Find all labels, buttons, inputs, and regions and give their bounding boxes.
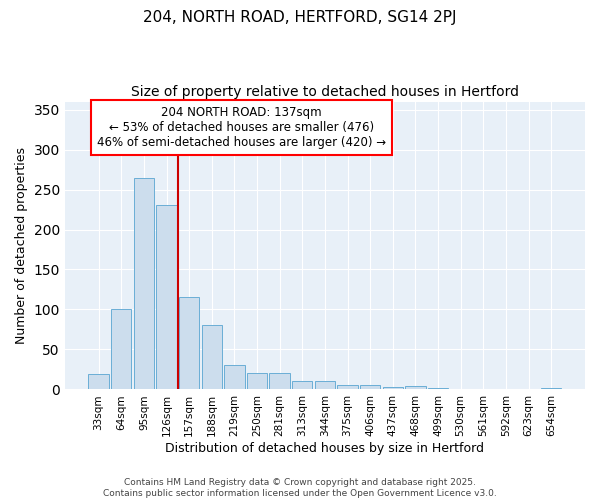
Bar — [157, 204, 176, 390]
Bar — [541, 388, 562, 390]
Y-axis label: Number of detached properties: Number of detached properties — [15, 147, 28, 344]
Bar — [111, 308, 131, 390]
Bar — [179, 296, 199, 390]
Bar — [292, 382, 313, 390]
Bar — [405, 386, 425, 390]
X-axis label: Distribution of detached houses by size in Hertford: Distribution of detached houses by size … — [166, 442, 484, 455]
Bar — [134, 178, 154, 390]
Bar — [428, 388, 448, 390]
Bar — [202, 324, 222, 390]
Bar — [247, 372, 267, 390]
Bar — [451, 388, 471, 390]
Bar — [224, 364, 245, 390]
Bar — [360, 386, 380, 390]
Title: Size of property relative to detached houses in Hertford: Size of property relative to detached ho… — [131, 85, 519, 99]
Bar — [518, 388, 539, 390]
Text: Contains HM Land Registry data © Crown copyright and database right 2025.
Contai: Contains HM Land Registry data © Crown c… — [103, 478, 497, 498]
Bar — [88, 374, 109, 390]
Bar — [383, 387, 403, 390]
Text: 204, NORTH ROAD, HERTFORD, SG14 2PJ: 204, NORTH ROAD, HERTFORD, SG14 2PJ — [143, 10, 457, 25]
Bar — [315, 382, 335, 390]
Text: 204 NORTH ROAD: 137sqm
← 53% of detached houses are smaller (476)
46% of semi-de: 204 NORTH ROAD: 137sqm ← 53% of detached… — [97, 106, 386, 149]
Bar — [269, 372, 290, 390]
Bar — [337, 386, 358, 390]
